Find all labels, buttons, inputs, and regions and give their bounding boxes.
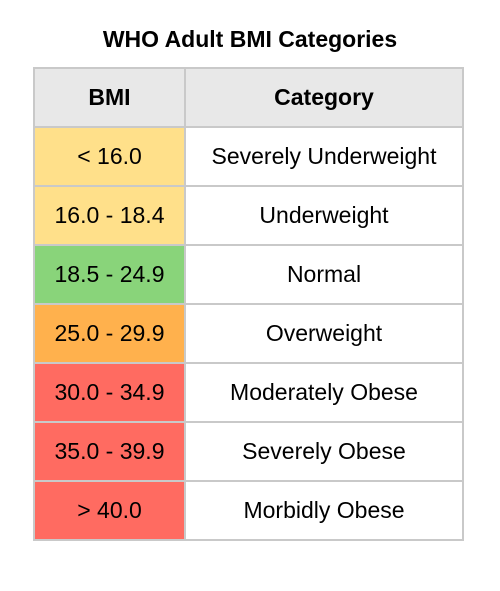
category-cell: Overweight — [184, 303, 464, 364]
bmi-range-cell: > 40.0 — [33, 480, 186, 541]
category-cell: Underweight — [184, 185, 464, 246]
bmi-range-cell: 25.0 - 29.9 — [33, 303, 186, 364]
category-cell: Morbidly Obese — [184, 480, 464, 541]
bmi-range-cell: 16.0 - 18.4 — [33, 185, 186, 246]
bmi-range-cell: 18.5 - 24.9 — [33, 244, 186, 305]
table-header-row: BMI Category — [33, 67, 464, 128]
column-header-category: Category — [184, 67, 464, 128]
bmi-range-cell: < 16.0 — [33, 126, 186, 187]
category-cell: Moderately Obese — [184, 362, 464, 423]
category-cell: Normal — [184, 244, 464, 305]
table-row: 30.0 - 34.9 Moderately Obese — [33, 362, 464, 423]
category-cell: Severely Underweight — [184, 126, 464, 187]
table-row: > 40.0 Morbidly Obese — [33, 480, 464, 541]
table-row: 25.0 - 29.9 Overweight — [33, 303, 464, 364]
bmi-range-cell: 35.0 - 39.9 — [33, 421, 186, 482]
category-cell: Severely Obese — [184, 421, 464, 482]
page-title: WHO Adult BMI Categories — [102, 26, 398, 52]
table-row: < 16.0 Severely Underweight — [33, 126, 464, 187]
bmi-table: BMI Category < 16.0 Severely Underweight… — [33, 67, 464, 541]
table-row: 35.0 - 39.9 Severely Obese — [33, 421, 464, 482]
table-row: 18.5 - 24.9 Normal — [33, 244, 464, 305]
bmi-range-cell: 30.0 - 34.9 — [33, 362, 186, 423]
column-header-bmi: BMI — [33, 67, 186, 128]
table-row: 16.0 - 18.4 Underweight — [33, 185, 464, 246]
